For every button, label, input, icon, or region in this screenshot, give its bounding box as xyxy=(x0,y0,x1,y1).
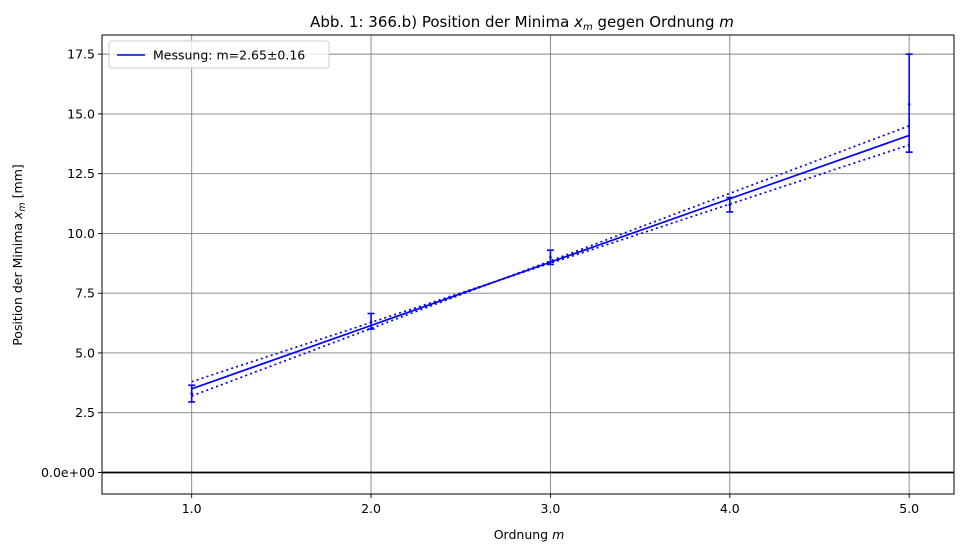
legend: Messung: m=2.65±0.16 xyxy=(108,40,330,69)
y-tick-label: 17.5 xyxy=(67,47,95,62)
x-tick-label: 4.0 xyxy=(720,501,740,516)
x-tick-label: 5.0 xyxy=(899,501,919,516)
y-tick-label: 5.0 xyxy=(75,345,95,360)
legend-label: Messung: m=2.65±0.16 xyxy=(153,48,305,63)
data-point xyxy=(369,320,373,324)
fit-lower-bound xyxy=(191,144,910,383)
chart-title: Abb. 1: 366.b) Position der Minima xm ge… xyxy=(310,13,734,33)
x-tick-label: 2.0 xyxy=(361,501,381,516)
data-point xyxy=(190,392,193,395)
error-bars xyxy=(188,53,913,403)
y-axis-label: Position der Minima xm [mm] xyxy=(10,164,28,346)
y-tick-label: 7.5 xyxy=(75,286,95,301)
y-tick-label: 15.0 xyxy=(67,106,95,121)
y-axis-ticks: 0.0e+00 2.5 5.0 7.5 10.0 12.5 15.0 17.5 xyxy=(41,47,102,480)
y-tick-label: 0.0e+00 xyxy=(41,465,95,480)
x-axis-label: Ordnung m xyxy=(494,527,565,542)
legend-box xyxy=(108,40,330,69)
data-point xyxy=(549,256,552,259)
data-point xyxy=(728,203,732,207)
y-tick-label: 12.5 xyxy=(67,166,95,181)
x-axis-ticks: 1.0 2.0 3.0 4.0 5.0 xyxy=(182,494,919,516)
x-tick-label: 1.0 xyxy=(182,501,202,516)
data-point xyxy=(907,103,911,106)
y-tick-label: 2.5 xyxy=(75,405,95,420)
plot-frame xyxy=(101,34,955,495)
x-tick-label: 3.0 xyxy=(540,501,560,516)
y-tick-label: 10.0 xyxy=(67,226,95,241)
